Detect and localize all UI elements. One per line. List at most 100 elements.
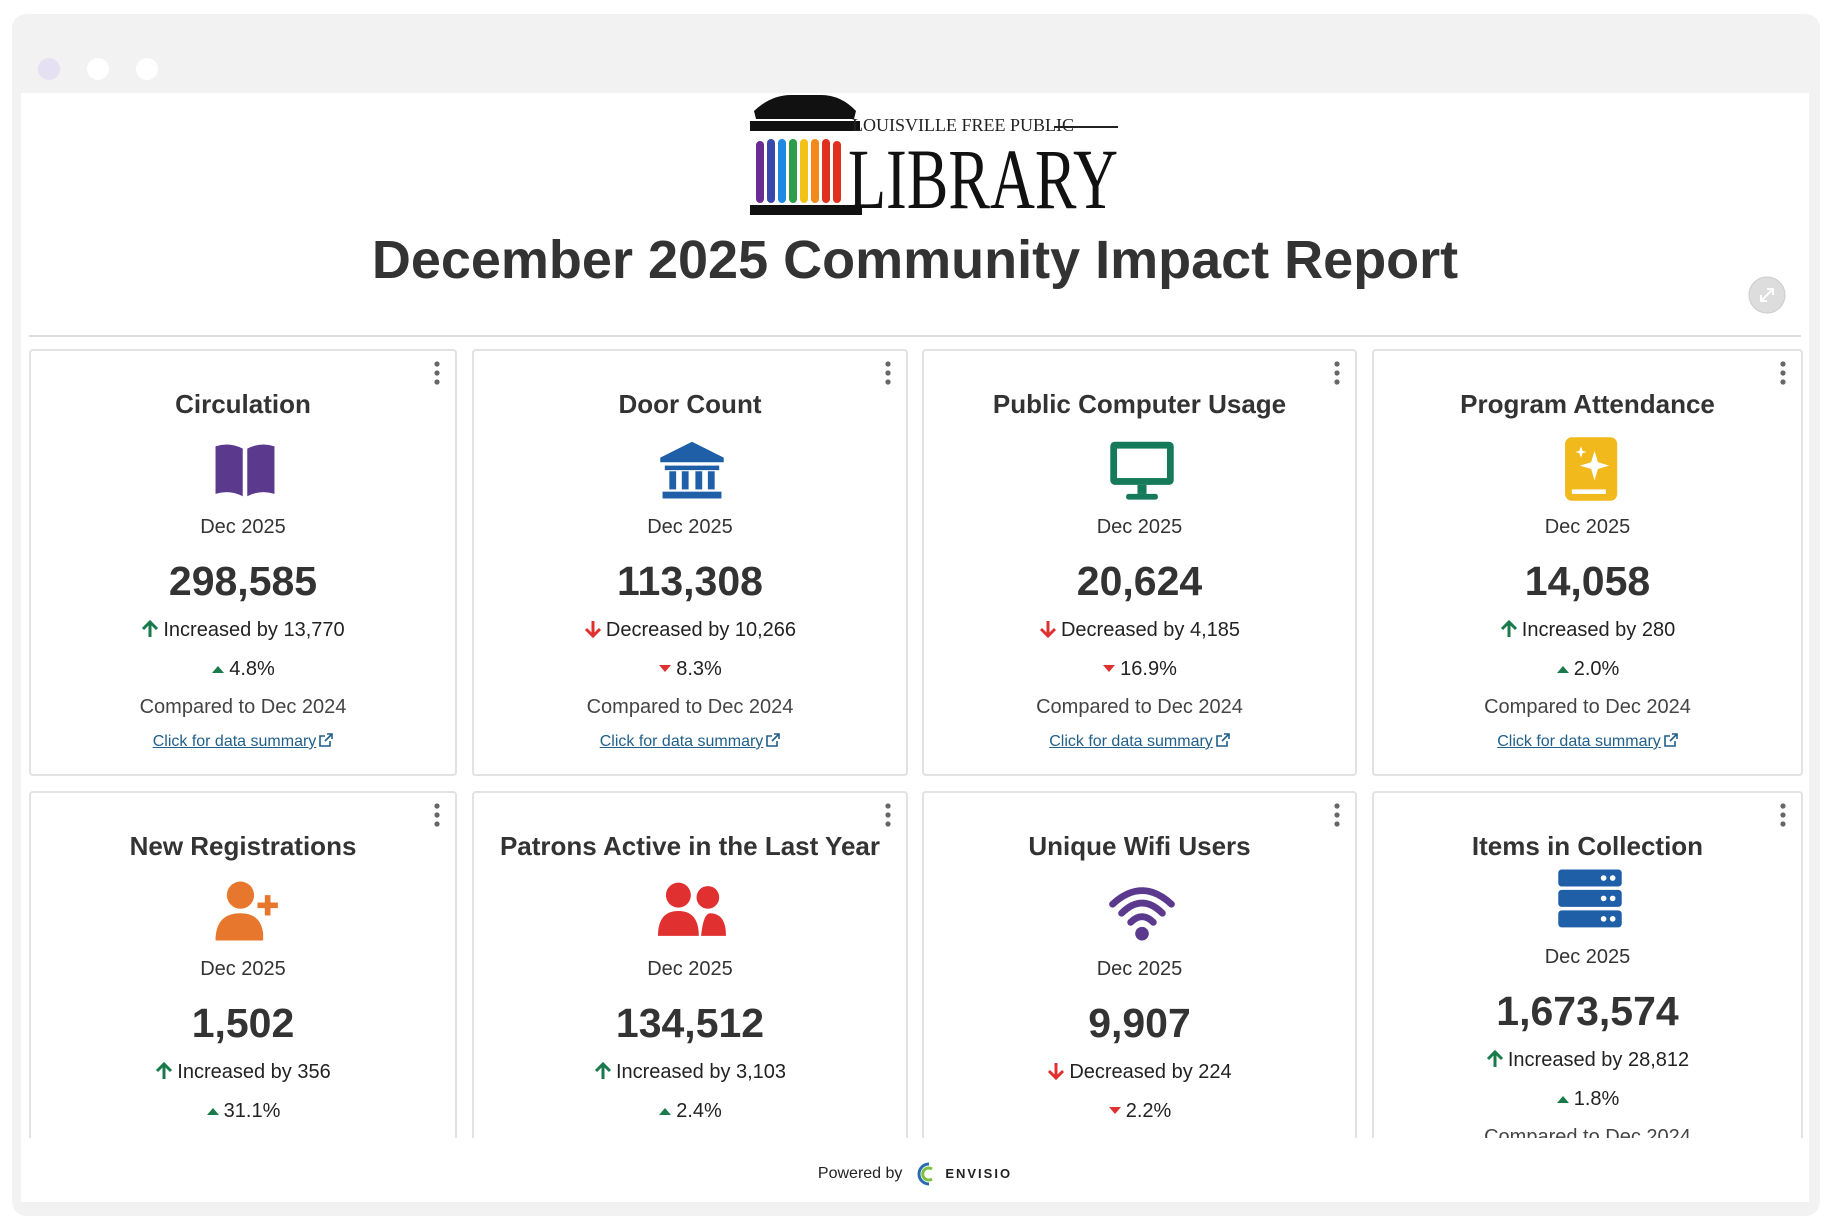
window-dot <box>136 58 158 80</box>
metric-card: Door Count Dec 2025 113,308 Decreased by 10… <box>472 349 908 776</box>
card-grid: Circulation Dec 2025 298,585 Increased by 1… <box>21 349 1809 1138</box>
comparison: Compared to Dec 2024 <box>586 696 794 718</box>
percent-text: 31.1% <box>223 1100 281 1122</box>
metric-card: Public Computer Usage Dec 2025 20,624 Decre… <box>922 349 1357 776</box>
trend-arrow <box>1048 1063 1065 1081</box>
change-text: Decreased by 4,185 <box>1060 619 1240 641</box>
period: Dec 2025 <box>200 958 286 980</box>
percent: 16.9% <box>924 658 1355 681</box>
percent: 2.2% <box>924 1100 1355 1123</box>
trend-arrow <box>1486 1049 1503 1067</box>
card-title: Public Computer Usage <box>992 389 1287 419</box>
envisio-logo <box>917 1162 933 1186</box>
card-title: Door Count <box>618 389 762 419</box>
external-icon <box>319 733 334 747</box>
trend-arrow <box>594 1061 611 1079</box>
percent: 1.8% <box>1374 1088 1801 1111</box>
percent-text: 1.8% <box>1573 1088 1620 1110</box>
card-menu[interactable] <box>1333 803 1341 827</box>
trend-arrow <box>142 619 159 637</box>
card-menu[interactable] <box>433 361 441 385</box>
period: Dec 2025 <box>647 516 733 538</box>
trend-triangle <box>1108 1107 1121 1114</box>
percent: 4.8% <box>31 658 455 681</box>
footer: Powered by ENVISIO <box>21 1161 1809 1187</box>
metric-card: Program Attendance Dec 2025 14,058 Increase… <box>1372 349 1803 776</box>
trend-triangle <box>1103 665 1116 672</box>
comparison: Compared to Dec 2024 <box>139 696 347 718</box>
change: Increased by 280 <box>1374 619 1801 642</box>
change-text: Increased by 3,103 <box>615 1061 787 1083</box>
metric-value: 1,673,574 <box>1496 988 1679 1034</box>
trend-triangle <box>206 1108 219 1115</box>
card-menu[interactable] <box>1333 361 1341 385</box>
change: Decreased by 4,185 <box>924 619 1355 642</box>
change: Decreased by 10,266 <box>474 619 906 642</box>
card-menu[interactable] <box>1779 361 1787 385</box>
period: Dec 2025 <box>1096 958 1183 980</box>
change: Increased by 28,812 <box>1374 1049 1801 1072</box>
data-summary-link[interactable]: Click for data summary <box>1049 733 1213 750</box>
percent: 8.3% <box>474 658 906 681</box>
percent: 31.1% <box>31 1100 455 1123</box>
metric-card: Patrons Active in the Last Year Dec 2025 1… <box>472 791 908 1138</box>
external-icon <box>1663 733 1678 747</box>
card-menu[interactable] <box>884 361 892 385</box>
period: Dec 2025 <box>1096 516 1183 538</box>
card-title: Unique Wifi Users <box>1028 831 1251 861</box>
trend-arrow <box>156 1061 173 1079</box>
period: Dec 2025 <box>1544 946 1631 968</box>
percent-text: 4.8% <box>229 658 275 680</box>
divider <box>29 335 1801 337</box>
metric-card: Items in Collection Dec 2025 1,673,574 Incr… <box>1372 791 1803 1138</box>
card-icon <box>660 441 724 499</box>
percent-text: 2.4% <box>676 1100 722 1122</box>
logo-main: LIBRARY <box>848 131 1118 223</box>
metric-value: 113,308 <box>617 558 763 604</box>
percent-text: 2.0% <box>1573 658 1620 680</box>
change-text: Increased by 356 <box>177 1061 331 1083</box>
change-text: Increased by 28,812 <box>1507 1049 1690 1071</box>
logo-top: LOUISVILLE FREE PUBLIC <box>852 115 1074 135</box>
metric-value: 20,624 <box>1076 558 1203 604</box>
card-icon <box>1108 887 1175 941</box>
brand: ENVISIO <box>945 1166 1013 1182</box>
card-icon <box>215 444 275 497</box>
change: Decreased by 224 <box>924 1061 1355 1084</box>
external-icon <box>1215 733 1230 747</box>
card-title: Circulation <box>175 389 311 419</box>
metric-value: 298,585 <box>168 558 318 604</box>
card-icon <box>1564 437 1617 501</box>
card-title: Program Attendance <box>1460 389 1715 419</box>
comparison: Compared to Dec 2024 <box>1484 1126 1691 1138</box>
metric-card: New Registrations Dec 2025 1,502 Increased … <box>29 791 457 1138</box>
link-row: Click for data summary <box>474 733 906 751</box>
card-menu[interactable] <box>433 803 441 827</box>
metric-card: Circulation Dec 2025 298,585 Increased by 1… <box>29 349 457 776</box>
change-text: Decreased by 10,266 <box>605 619 797 641</box>
metric-value: 134,512 <box>615 1000 765 1046</box>
window-dot <box>87 58 109 80</box>
data-summary-link[interactable]: Click for data summary <box>1497 733 1661 750</box>
expand-button[interactable] <box>1747 275 1787 315</box>
percent: 2.0% <box>1374 658 1801 681</box>
trend-triangle <box>659 665 672 672</box>
percent: 2.4% <box>474 1100 906 1123</box>
trend-triangle <box>212 666 225 673</box>
card-icon <box>658 882 726 936</box>
card-menu[interactable] <box>884 803 892 827</box>
metric-value: 9,907 <box>1088 1000 1191 1046</box>
powered-by: Powered by <box>817 1165 903 1183</box>
card-icon <box>215 881 278 941</box>
data-summary-link[interactable]: Click for data summary <box>152 733 317 750</box>
trend-triangle <box>1556 1096 1569 1103</box>
link-row: Click for data summary <box>924 733 1355 751</box>
card-icon <box>1557 869 1622 928</box>
logo: LOUISVILLE FREE PUBLIC LIBRARY <box>750 95 1118 223</box>
percent-text: 16.9% <box>1120 658 1177 680</box>
change: Increased by 13,770 <box>31 619 455 642</box>
card-menu[interactable] <box>1779 803 1787 827</box>
data-summary-link[interactable]: Click for data summary <box>599 733 764 750</box>
metric-card: Unique Wifi Users Dec 2025 9,907 Decreased … <box>922 791 1357 1138</box>
